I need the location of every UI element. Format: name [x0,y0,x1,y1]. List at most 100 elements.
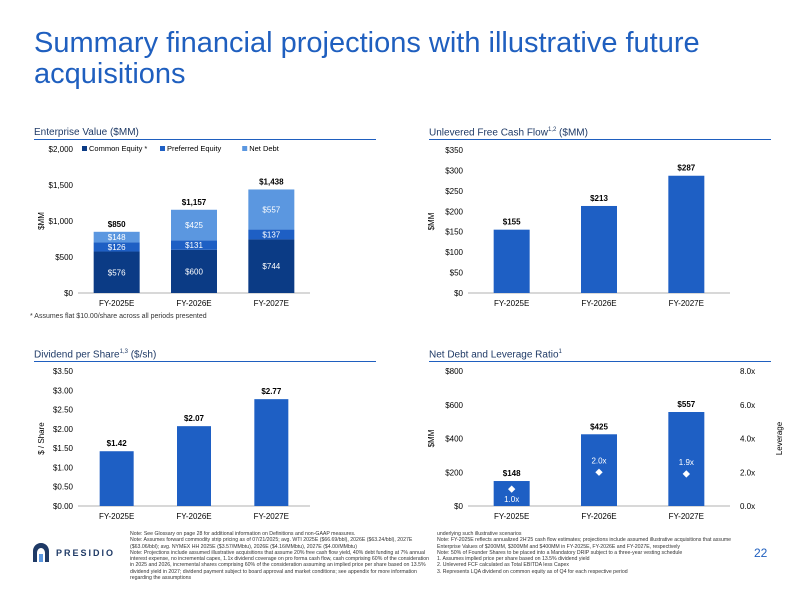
segment-value-label: $600 [185,267,203,276]
y-tick-label: $3.50 [53,367,74,376]
bar [668,412,705,506]
segment-value-label: $131 [185,241,203,250]
presidio-logo-icon [33,543,49,562]
bar-value-label: $155 [503,218,521,227]
page-title: Summary financial projections with illus… [34,27,700,90]
x-tick-label: FY-2027E [254,299,289,308]
y-axis-label: $ / Share [37,422,46,455]
bar [254,399,289,506]
note-left-0: Note: See Glossary on page 28 for additi… [130,531,356,537]
y-tick-label: $300 [445,166,463,175]
unlevered-fcf-chart: $0 $50 $100 $150 $200 $250 $300 $350 $MM FY-2025E… [427,146,730,308]
x-tick-label: FY-2026E [176,512,211,521]
bar-value-label: $557 [677,400,695,409]
y-right-tick-label: 0.0x [740,502,755,511]
y-tick-label: $2.50 [53,406,74,415]
legend-swatch [160,146,165,151]
bar-value-label: $1.42 [107,439,128,448]
note-right-5: 3. Represents LQA dividend on common equ… [437,568,628,575]
bar [668,175,705,293]
note-right-1: Note: FY-2025E reflects annualized 2H'25… [437,537,732,550]
leverage-marker [682,470,691,478]
segment-value-label: $425 [185,221,203,230]
notes-right: underlying such illustrative scenarios No… [437,531,739,575]
legend-swatch [82,146,87,151]
y-axis-label: $MM [427,429,436,447]
y-tick-label: $400 [445,435,463,444]
y-axis-label: $MM [427,212,436,230]
bar-value-label: $213 [590,194,608,203]
note-left-1: Note: Assumes forward commodity strip pr… [130,537,413,550]
bar-segment-net-debt [171,209,217,241]
x-tick-label: FY-2025E [494,299,529,308]
x-tick-label: FY-2025E [99,512,134,521]
note-right-4: 2. Unlevered FCF calculated as Total EBI… [437,562,569,569]
presidio-logo: PRESIDIO [30,542,115,564]
total-value-label: $850 [108,220,126,229]
note-left-2: Note: Projections include assumed illust… [130,549,430,582]
bar-value-label: $2.07 [184,414,205,423]
bar-value-label: $287 [677,164,695,173]
x-tick-label: FY-2027E [254,512,289,521]
bar-segment-preferred-equity [248,229,295,240]
y-tick-label: $1,500 [49,181,74,190]
y-tick-label: $600 [445,401,463,410]
y-tick-label: $1,000 [49,217,74,226]
y-tick-label: $0 [454,502,463,511]
legend-label: Preferred Equity [167,144,221,153]
bar-segment-net-debt [248,189,295,230]
dps-chart-title: Dividend per Share1,3 ($/sh) [34,349,157,361]
y-tick-label: $1.50 [53,444,74,453]
bar-segment-preferred-equity [93,242,140,252]
leverage-value-label: 2.0x [591,456,606,465]
dividend-per-share-chart: $0.00 $0.50 $1.00 $1.50 $2.00 $2.50 $3.00 $3.50… [37,367,310,521]
notes-left: Note: See Glossary on page 28 for additi… [130,531,430,581]
segment-value-label: $576 [108,268,126,277]
y-right-axis-label: Leverage [775,421,784,455]
x-tick-label: FY-2025E [99,299,134,308]
segment-value-label: $137 [262,231,280,240]
y-right-tick-label: 2.0x [740,468,755,477]
note-right-0: underlying such illustrative scenarios [437,531,522,537]
leverage-value-label: 1.0x [504,495,519,504]
ev-chart-title: Enterprise Value ($MM) [34,127,139,138]
y-tick-label: $2.00 [53,425,74,434]
fcf-chart-title: Unlevered Free Cash Flow1,2 ($MM) [429,127,588,139]
x-tick-label: FY-2027E [669,512,704,521]
leverage-title-rule [429,361,771,362]
bar [177,426,211,506]
note-right-2: Note: 50% of Founder Shares to be placed… [437,549,683,556]
bar-segment-net-debt [93,231,140,243]
segment-value-label: $557 [262,206,280,215]
y-tick-label: $200 [445,207,463,216]
x-tick-label: FY-2027E [669,299,704,308]
note-right-3: 1. Assumes implied price per share based… [437,556,590,563]
total-value-label: $1,157 [182,198,207,207]
x-tick-label: FY-2025E [494,512,529,521]
y-right-tick-label: 8.0x [740,367,755,376]
y-tick-label: $3.00 [53,386,74,395]
bar-value-label: $2.77 [261,387,282,396]
y-tick-label: $500 [55,253,73,262]
y-tick-label: $2,000 [49,145,74,154]
x-tick-label: FY-2026E [176,299,211,308]
bar [493,481,530,506]
logo-wordmark: PRESIDIO [56,548,116,558]
segment-value-label: $126 [108,243,126,252]
bar [581,205,617,293]
x-tick-label: FY-2026E [581,512,616,521]
leverage-value-label: 1.9x [679,458,694,467]
ev-title-rule [34,139,376,140]
bar-segment-common-equity [171,249,217,293]
y-right-tick-label: 4.0x [740,435,755,444]
page-number: 22 [754,546,768,560]
total-value-label: $1,438 [259,177,284,186]
leverage-chart-title: Net Debt and Leverage Ratio1 [429,349,562,361]
y-tick-label: $0 [64,289,73,298]
y-tick-label: $1.00 [53,463,74,472]
bar-segment-common-equity [93,251,140,293]
y-tick-label: $0.50 [53,483,74,492]
bar-value-label: $425 [590,422,608,431]
leverage-marker [507,485,516,493]
y-right-tick-label: 6.0x [740,401,755,410]
